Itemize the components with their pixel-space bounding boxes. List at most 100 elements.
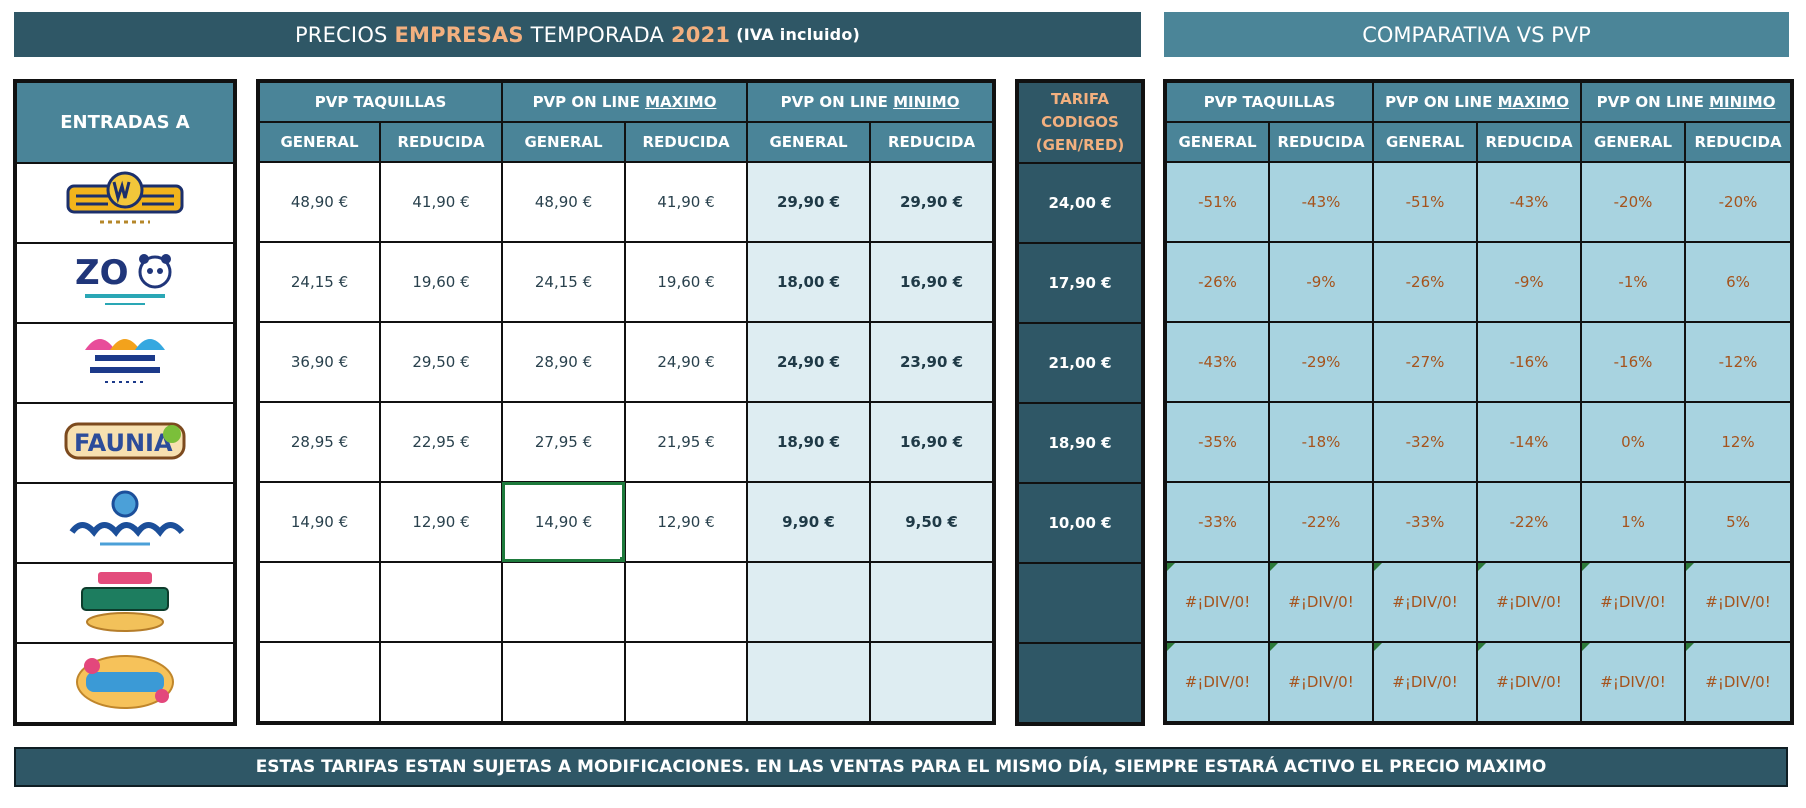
compare-cell[interactable]: 12% <box>1684 401 1794 483</box>
compare-cell[interactable]: -26% <box>1164 241 1270 323</box>
price-cell[interactable]: 27,95 € <box>501 401 627 483</box>
park-logo-cell[interactable] <box>14 322 236 404</box>
compare-sub-reducida[interactable]: REDUCIDA <box>1684 121 1794 163</box>
tarifa-cell[interactable] <box>1016 642 1144 725</box>
compare-cell[interactable]: 5% <box>1684 481 1794 563</box>
compare-cell[interactable]: -20% <box>1684 161 1794 243</box>
compare-sub-general[interactable]: GENERAL <box>1164 121 1270 163</box>
price-cell[interactable]: 16,90 € <box>869 241 996 323</box>
compare-cell[interactable]: -43% <box>1267 161 1375 243</box>
price-cell[interactable]: 21,95 € <box>624 401 749 483</box>
compare-cell[interactable]: -51% <box>1372 161 1479 243</box>
compare-cell[interactable]: #¡DIV/0! <box>1684 561 1794 643</box>
price-cell[interactable]: 16,90 € <box>869 401 996 483</box>
price-cell[interactable]: 19,60 € <box>378 241 504 323</box>
prices-sub-reducida[interactable]: REDUCIDA <box>378 121 504 163</box>
compare-cell[interactable]: -26% <box>1372 241 1479 323</box>
compare-cell[interactable]: #¡DIV/0! <box>1267 561 1375 643</box>
compare-cell[interactable]: -20% <box>1580 161 1687 243</box>
compare-cell[interactable]: -43% <box>1164 321 1270 403</box>
compare-cell[interactable]: #¡DIV/0! <box>1372 641 1479 724</box>
prices-sub-general[interactable]: GENERAL <box>501 121 627 163</box>
prices-sub-reducida[interactable]: REDUCIDA <box>624 121 749 163</box>
prices-group-online-max[interactable]: PVP ON LINE MAXIMO <box>501 80 749 123</box>
compare-cell[interactable]: -27% <box>1372 321 1479 403</box>
fill-handle[interactable] <box>620 557 624 560</box>
price-cell[interactable]: 24,90 € <box>624 321 749 403</box>
park-logo-cell[interactable]: FAUNIA <box>14 402 236 484</box>
tarifa-cell[interactable]: 24,00 € <box>1016 162 1144 244</box>
price-cell[interactable]: 9,90 € <box>746 481 872 563</box>
price-cell[interactable] <box>869 561 996 643</box>
compare-sub-general[interactable]: GENERAL <box>1580 121 1687 163</box>
price-cell[interactable] <box>624 641 749 724</box>
compare-cell[interactable]: -18% <box>1267 401 1375 483</box>
price-cell[interactable]: 29,90 € <box>746 161 872 243</box>
tarifa-cell[interactable]: 18,90 € <box>1016 402 1144 484</box>
park-logo-cell[interactable] <box>14 562 236 644</box>
prices-sub-general[interactable]: GENERAL <box>257 121 381 163</box>
compare-cell[interactable]: -51% <box>1164 161 1270 243</box>
park-logo-cell[interactable] <box>14 642 236 725</box>
park-logo-cell[interactable] <box>14 162 236 244</box>
compare-cell[interactable]: -32% <box>1372 401 1479 483</box>
price-cell[interactable] <box>746 561 872 643</box>
price-cell[interactable] <box>501 561 627 643</box>
park-logo-cell[interactable] <box>14 482 236 564</box>
price-cell[interactable] <box>378 561 504 643</box>
price-cell[interactable]: 36,90 € <box>257 321 381 403</box>
price-cell[interactable]: 48,90 € <box>257 161 381 243</box>
compare-cell[interactable]: -1% <box>1580 241 1687 323</box>
compare-sub-general[interactable]: GENERAL <box>1372 121 1479 163</box>
price-cell[interactable] <box>746 641 872 724</box>
price-cell[interactable]: 9,50 € <box>869 481 996 563</box>
tarifa-cell[interactable]: 21,00 € <box>1016 322 1144 404</box>
compare-group-taquillas[interactable]: PVP TAQUILLAS <box>1163 80 1375 123</box>
compare-cell[interactable]: #¡DIV/0! <box>1164 561 1270 643</box>
price-cell[interactable]: 14,90 € <box>257 481 381 563</box>
price-cell[interactable] <box>378 641 504 724</box>
price-cell[interactable] <box>624 561 749 643</box>
price-cell[interactable] <box>257 561 381 643</box>
compare-cell[interactable]: #¡DIV/0! <box>1580 641 1687 724</box>
compare-cell[interactable]: 1% <box>1580 481 1687 563</box>
price-cell[interactable]: 24,15 € <box>257 241 381 323</box>
compare-cell[interactable]: -16% <box>1580 321 1687 403</box>
compare-cell[interactable]: -22% <box>1476 481 1583 563</box>
compare-cell[interactable]: -35% <box>1164 401 1270 483</box>
park-logo-cell[interactable]: ZO <box>14 242 236 324</box>
price-cell[interactable]: 18,90 € <box>746 401 872 483</box>
price-cell[interactable] <box>869 641 996 724</box>
compare-cell[interactable]: #¡DIV/0! <box>1580 561 1687 643</box>
price-cell[interactable]: 12,90 € <box>378 481 504 563</box>
prices-sub-reducida[interactable]: REDUCIDA <box>869 121 996 163</box>
compare-cell[interactable]: #¡DIV/0! <box>1164 641 1270 724</box>
price-cell[interactable]: 41,90 € <box>378 161 504 243</box>
compare-cell[interactable]: #¡DIV/0! <box>1372 561 1479 643</box>
price-cell[interactable]: 22,95 € <box>378 401 504 483</box>
compare-cell[interactable]: 6% <box>1684 241 1794 323</box>
compare-cell[interactable]: #¡DIV/0! <box>1684 641 1794 724</box>
selected-cell[interactable]: 14,90 € <box>501 481 627 563</box>
compare-cell[interactable]: -9% <box>1267 241 1375 323</box>
compare-sub-reducida[interactable]: REDUCIDA <box>1267 121 1375 163</box>
compare-cell[interactable]: 0% <box>1580 401 1687 483</box>
price-cell[interactable]: 41,90 € <box>624 161 749 243</box>
compare-cell[interactable]: -33% <box>1372 481 1479 563</box>
compare-cell[interactable]: -33% <box>1164 481 1270 563</box>
compare-cell[interactable]: -43% <box>1476 161 1583 243</box>
price-cell[interactable] <box>501 641 627 724</box>
price-cell[interactable]: 48,90 € <box>501 161 627 243</box>
compare-cell[interactable]: -29% <box>1267 321 1375 403</box>
compare-cell[interactable]: -9% <box>1476 241 1583 323</box>
price-cell[interactable]: 29,50 € <box>378 321 504 403</box>
price-cell[interactable]: 24,90 € <box>746 321 872 403</box>
compare-cell[interactable]: -12% <box>1684 321 1794 403</box>
compare-cell[interactable]: #¡DIV/0! <box>1476 641 1583 724</box>
prices-group-online-min[interactable]: PVP ON LINE MINIMO <box>746 80 996 123</box>
compare-cell[interactable]: -16% <box>1476 321 1583 403</box>
price-cell[interactable]: 18,00 € <box>746 241 872 323</box>
tarifa-cell[interactable]: 10,00 € <box>1016 482 1144 564</box>
price-cell[interactable] <box>257 641 381 724</box>
price-cell[interactable]: 19,60 € <box>624 241 749 323</box>
